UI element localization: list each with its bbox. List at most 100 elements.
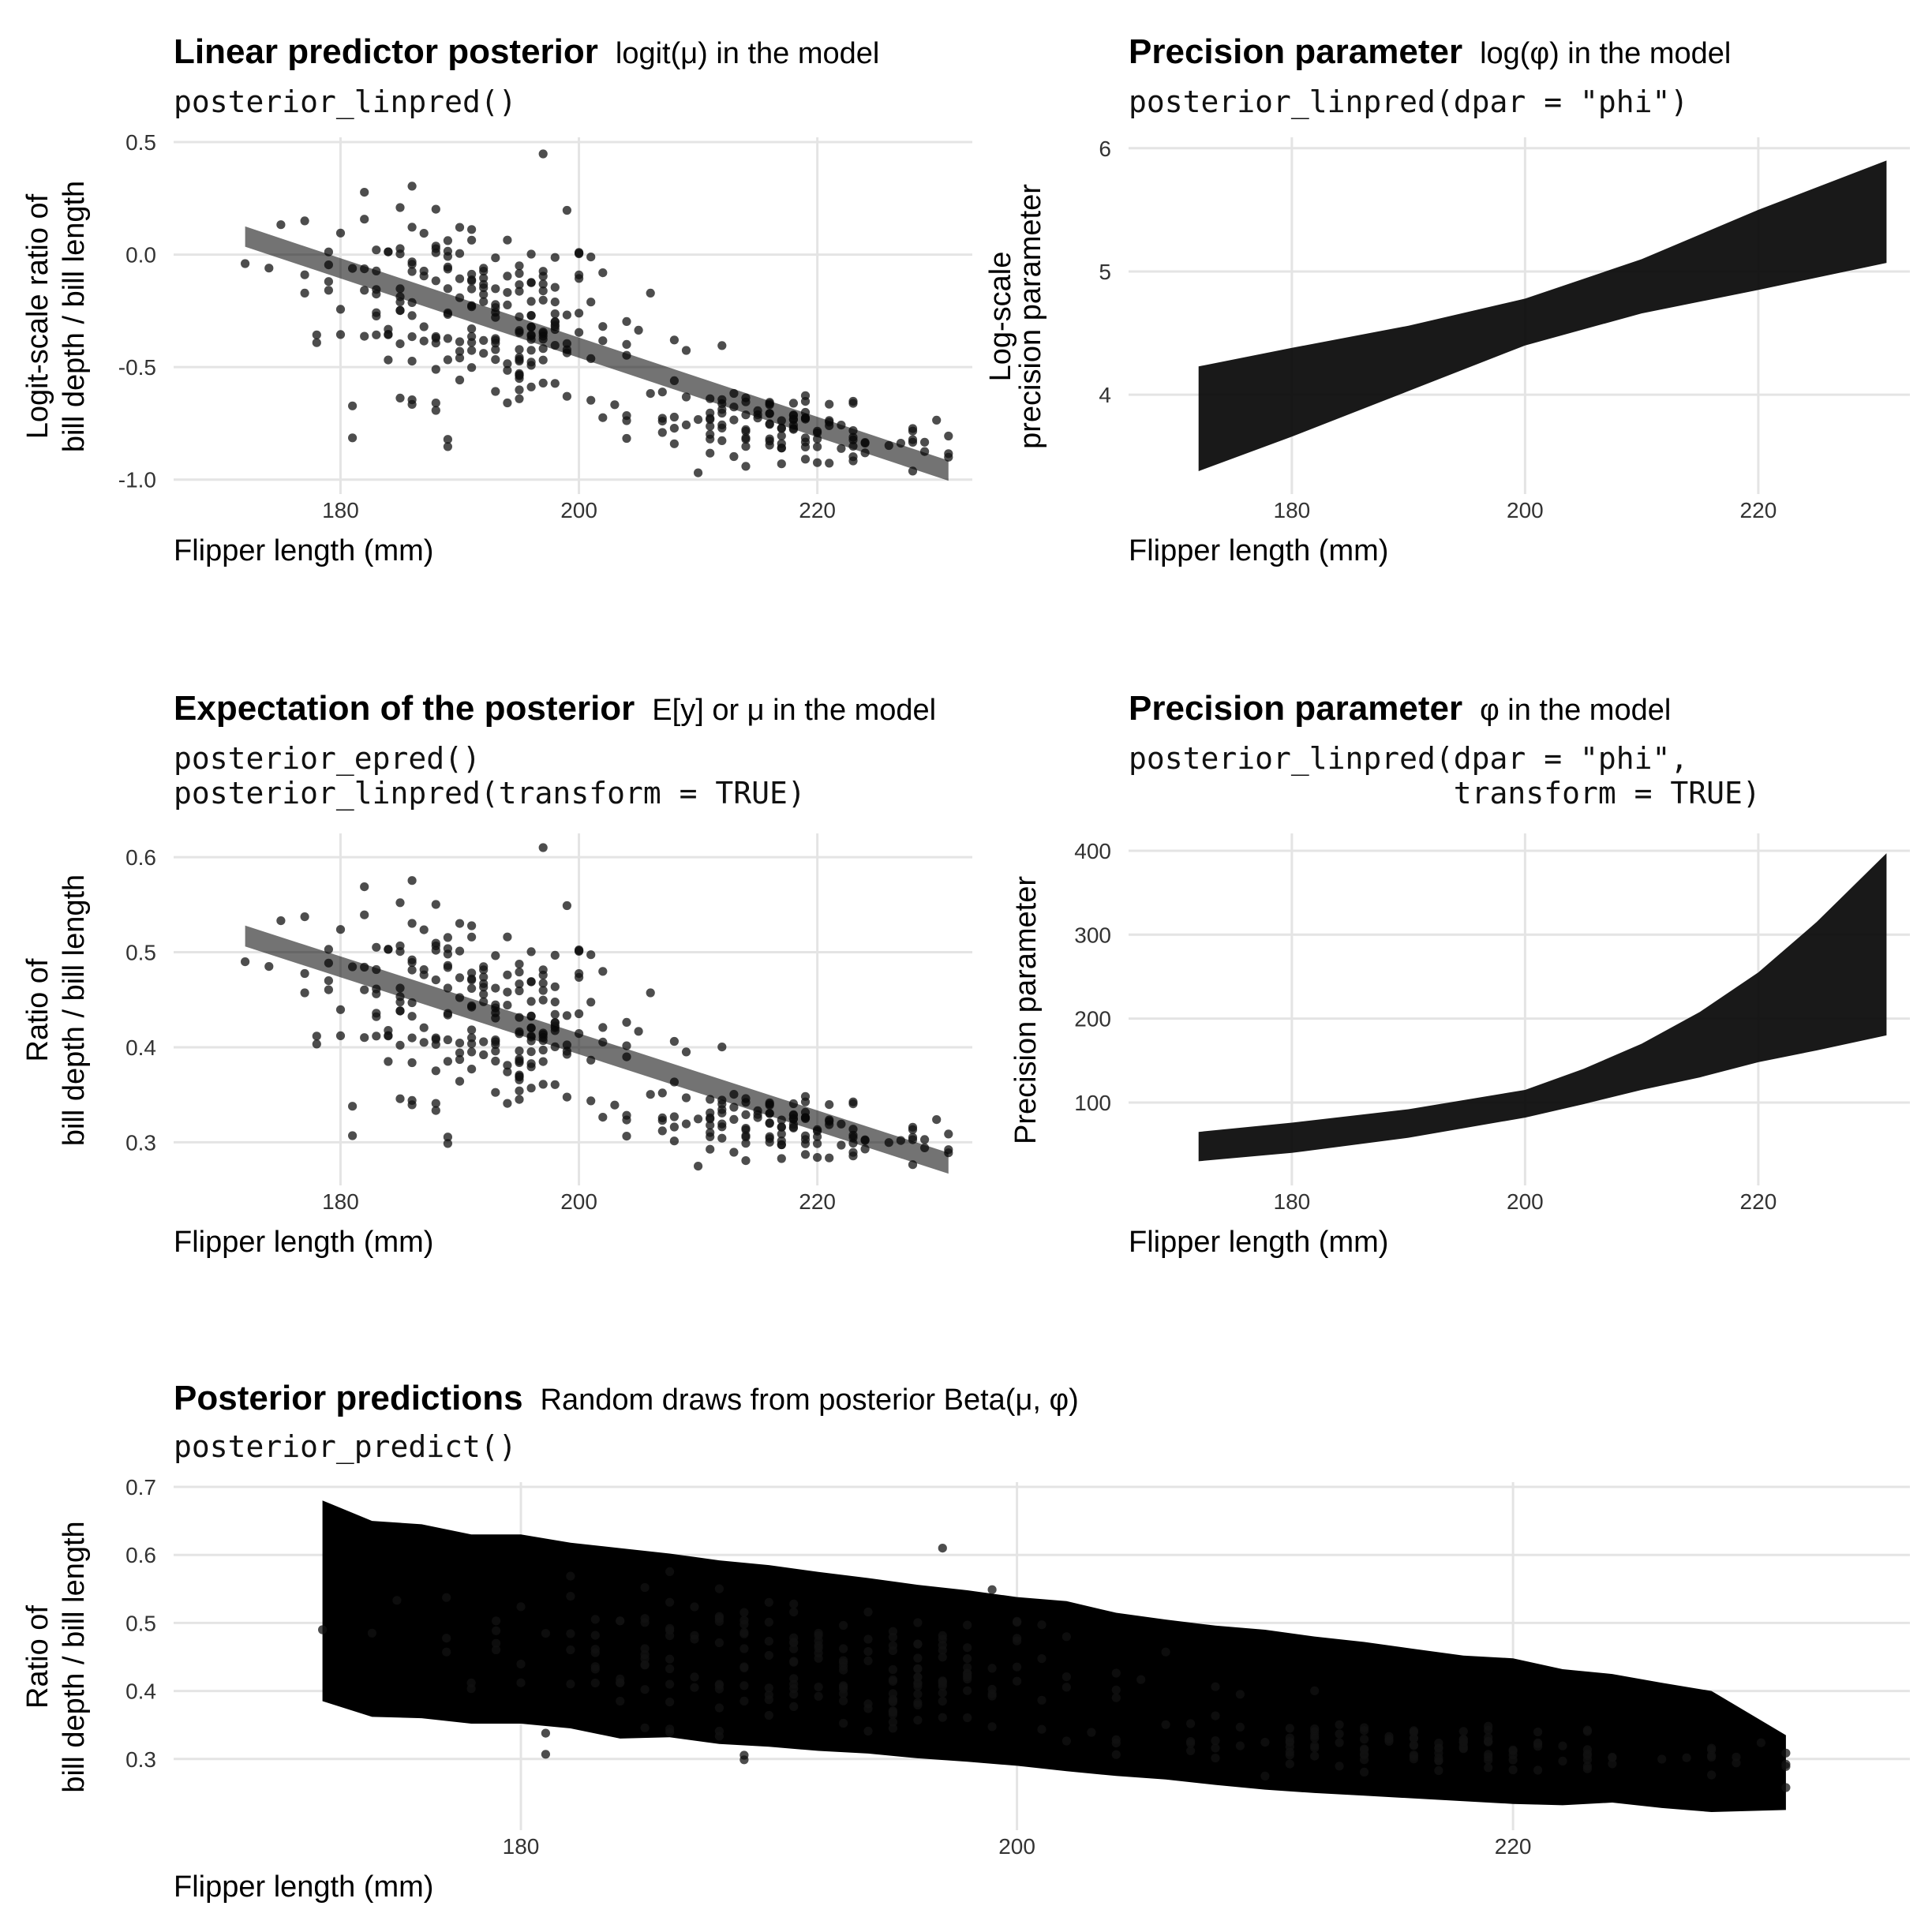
observation-point (515, 394, 524, 403)
observation-point (739, 1662, 749, 1672)
x-axis-label: Flipper length (mm) (1129, 534, 1388, 567)
observation-point (1384, 1735, 1394, 1744)
observation-point (1013, 1634, 1022, 1643)
observation-point (741, 1124, 751, 1133)
observation-point (932, 1115, 942, 1125)
observation-point (717, 1133, 727, 1143)
observation-point (1037, 1724, 1046, 1734)
y-axis-label: precision parameter (1014, 184, 1047, 449)
observation-point (888, 1675, 897, 1685)
observation-point (913, 1698, 923, 1707)
observation-point (526, 358, 536, 367)
observation-point (681, 1047, 691, 1057)
observation-point (1409, 1726, 1418, 1735)
observation-point (372, 942, 381, 952)
observation-point (1484, 1725, 1493, 1735)
observation-point (1310, 1743, 1320, 1753)
observation-point (575, 328, 584, 337)
observation-point (764, 1690, 773, 1700)
observation-point (913, 1664, 923, 1674)
observation-point (479, 273, 489, 283)
observation-point (706, 1132, 715, 1141)
observation-point (384, 1057, 393, 1066)
observation-point (814, 1636, 823, 1646)
observation-point (598, 1023, 608, 1032)
observation-point (431, 276, 440, 286)
observation-point (431, 900, 440, 909)
observation-point (657, 1113, 667, 1122)
observation-point (515, 960, 524, 969)
observation-point (690, 1631, 699, 1640)
observation-point (431, 1066, 440, 1076)
observation-point (443, 355, 453, 365)
observation-point (372, 245, 381, 255)
observation-point (503, 970, 512, 979)
observation-point (515, 268, 524, 279)
observation-point (640, 1654, 650, 1664)
observation-point (491, 387, 500, 396)
observation-point (515, 345, 524, 354)
observation-point (431, 399, 440, 408)
observation-point (1136, 1675, 1146, 1684)
observation-point (1781, 1783, 1791, 1792)
x-tick-label: 220 (1740, 1189, 1777, 1214)
observation-point (913, 1639, 923, 1649)
observation-point (1235, 1722, 1245, 1732)
observation-point (888, 1694, 897, 1704)
observation-point (987, 1722, 997, 1732)
observation-point (665, 1631, 675, 1641)
observation-point (479, 962, 489, 972)
observation-point (526, 1047, 536, 1057)
x-tick-label: 200 (1507, 1189, 1544, 1214)
observation-point (300, 988, 309, 998)
observation-point (516, 1659, 526, 1669)
observation-point (467, 346, 477, 355)
observation-point (443, 1133, 453, 1142)
observation-point (312, 1032, 321, 1041)
observation-point (706, 1121, 715, 1130)
observation-point (541, 1629, 551, 1638)
observation-point (598, 268, 608, 278)
observation-point (598, 336, 608, 346)
observation-point (586, 998, 596, 1007)
observation-point (657, 1126, 667, 1136)
y-tick-label: 100 (1074, 1091, 1111, 1115)
observation-point (908, 437, 918, 447)
observation-point (665, 1597, 675, 1607)
observation-point (515, 1054, 524, 1064)
observation-point (503, 1061, 512, 1070)
observation-point (443, 334, 453, 343)
observation-point (764, 1597, 773, 1607)
observation-point (1013, 1617, 1022, 1627)
observation-point (360, 910, 369, 919)
observation-point (566, 1679, 575, 1689)
observation-point (515, 1046, 524, 1056)
observation-point (1260, 1738, 1270, 1747)
observation-point (479, 290, 489, 299)
observation-point (538, 1080, 548, 1089)
observation-point (324, 985, 333, 994)
observation-point (1608, 1753, 1617, 1762)
observation-point (526, 311, 536, 320)
observation-point (515, 1095, 524, 1104)
observation-point (706, 1108, 715, 1118)
observation-point (479, 349, 489, 358)
observation-point (550, 982, 560, 991)
observation-point (492, 1645, 501, 1655)
observation-point (777, 1140, 786, 1150)
y-tick-label: -0.5 (118, 355, 156, 380)
observation-point (348, 401, 358, 410)
observation-point (395, 998, 405, 1007)
observation-point (455, 973, 465, 983)
observation-point (813, 1153, 822, 1163)
x-axis-label: Flipper length (mm) (1129, 1226, 1388, 1259)
observation-point (515, 261, 524, 271)
observation-point (526, 997, 536, 1006)
observation-point (800, 397, 811, 406)
observation-point (384, 1032, 393, 1041)
observation-point (1211, 1743, 1220, 1753)
observation-point (455, 1054, 465, 1065)
observation-point (669, 1036, 680, 1046)
observation-point (1558, 1741, 1567, 1750)
observation-point (1360, 1726, 1369, 1735)
